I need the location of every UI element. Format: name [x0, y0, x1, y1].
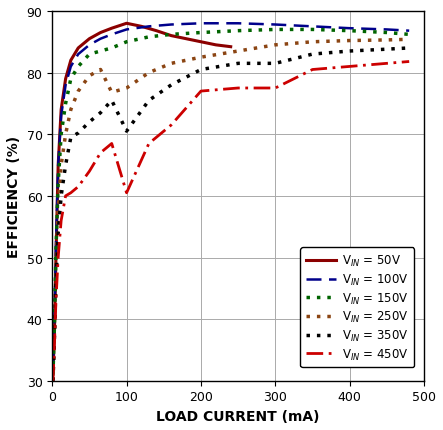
Legend: V$_{IN}$ = 50V, V$_{IN}$ = 100V, V$_{IN}$ = 150V, V$_{IN}$ = 250V, V$_{IN}$ = 35: V$_{IN}$ = 50V, V$_{IN}$ = 100V, V$_{IN}… [300, 248, 415, 368]
Y-axis label: EFFICIENCY (%): EFFICIENCY (%) [7, 135, 21, 257]
X-axis label: LOAD CURRENT (mA): LOAD CURRENT (mA) [156, 409, 320, 423]
